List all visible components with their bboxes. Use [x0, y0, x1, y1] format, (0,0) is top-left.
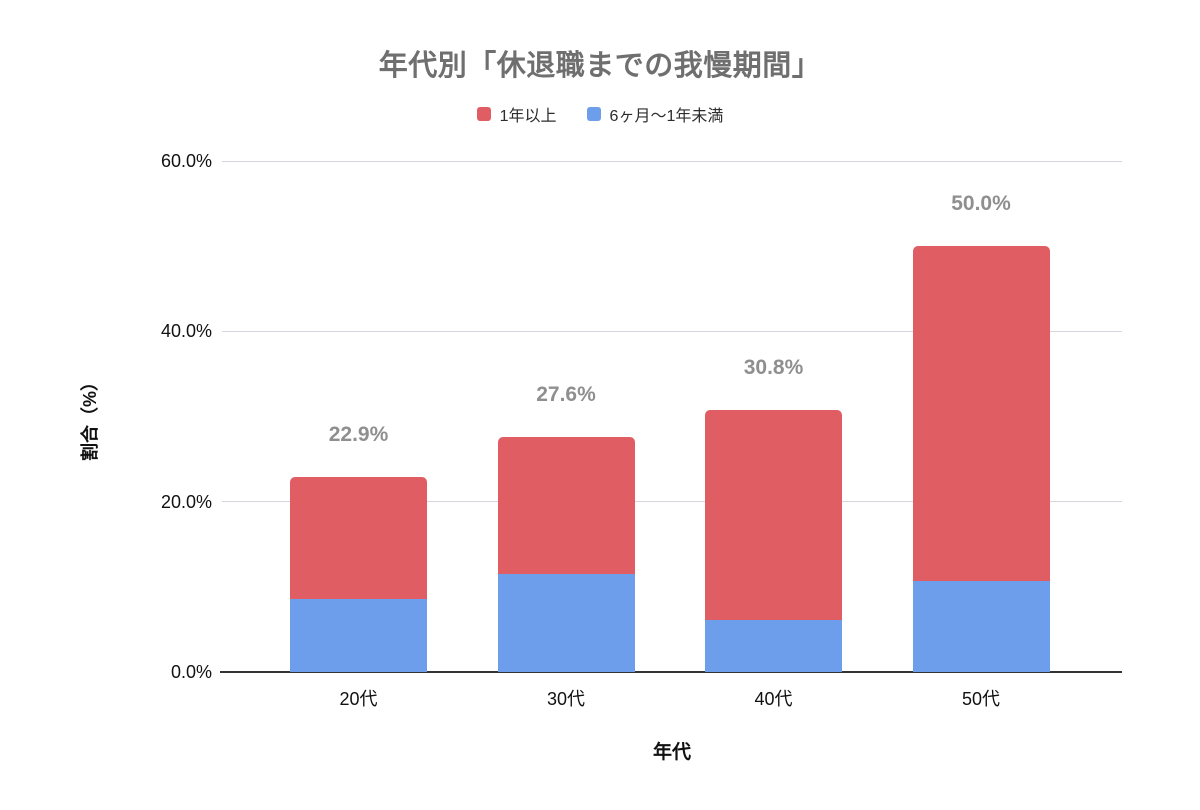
gridline: [222, 160, 1122, 162]
x-tick-label-40s: 40代: [754, 689, 793, 709]
bar-50s-segment-1yr-plus: [912, 246, 1050, 581]
legend-label: 1年以上: [499, 108, 557, 125]
bar-20s-segment-1yr-plus: [290, 476, 427, 599]
legend-swatch-icon: [586, 107, 601, 121]
gridline: [222, 330, 1122, 332]
x-axis-line: [220, 671, 1122, 673]
legend-swatch-icon: [476, 107, 491, 121]
bar-30s-segment-1yr-plus: [497, 436, 635, 575]
bar-50s-total-label: 50.0%: [951, 192, 1011, 216]
x-tick-label-50s: 50代: [961, 689, 1001, 709]
bar-30s-segment-6mo-to-1yr: [497, 574, 635, 672]
bar-50s-segment-6mo-to-1yr: [912, 580, 1050, 672]
bar-20s-total-label: 22.9%: [328, 422, 389, 446]
legend: 1年以上 6ヶ月〜1年未満: [0, 102, 1200, 126]
x-tick-label-20s: 20代: [339, 689, 378, 709]
y-tick-label: 0.0%: [170, 662, 212, 682]
bar-20s-segment-6mo-to-1yr: [290, 598, 427, 672]
gridline: [222, 501, 1122, 503]
x-axis-title: 年代: [652, 742, 691, 763]
bar-40s-segment-1yr-plus: [705, 409, 842, 621]
legend-item-6mo-to-1yr: 6ヶ月〜1年未満: [586, 102, 724, 126]
y-tick-label: 20.0%: [160, 491, 212, 512]
chart-title: 年代別「休退職までの我慢期間」: [378, 50, 822, 82]
x-tick-label-30s: 30代: [546, 689, 586, 709]
bar-40s-segment-6mo-to-1yr: [705, 620, 842, 672]
legend-item-1yr-plus: 1年以上: [476, 102, 557, 126]
bar-30s-total-label: 27.6%: [536, 382, 596, 406]
bar-40s-total-label: 30.8%: [743, 355, 804, 379]
y-tick-label: 60.0%: [160, 151, 212, 171]
y-tick-label: 40.0%: [160, 321, 212, 342]
legend-label: 6ヶ月〜1年未満: [609, 108, 724, 125]
